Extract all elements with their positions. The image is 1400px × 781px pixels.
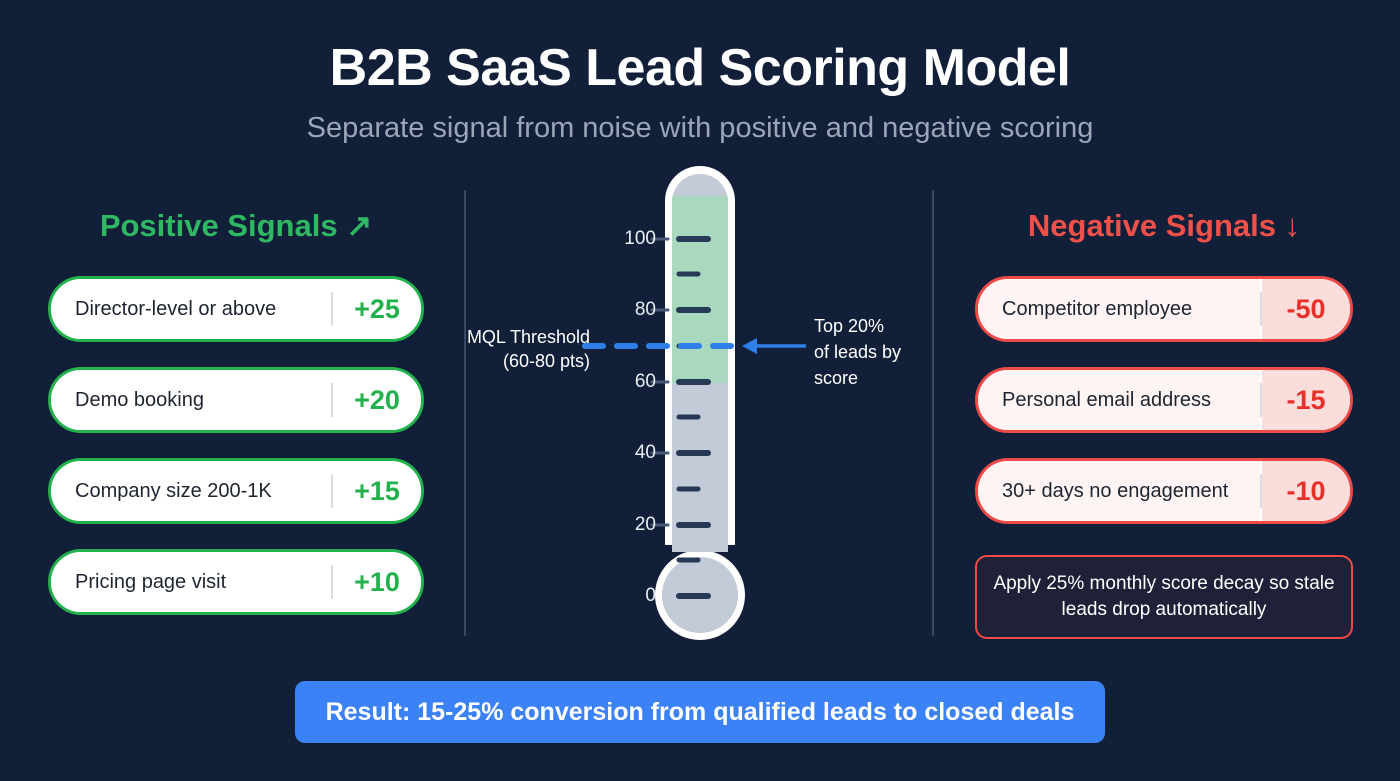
scale-label-40: 40 [634, 442, 656, 463]
pill-divider [1260, 383, 1262, 417]
negative-signal-row[interactable]: Personal email address -15 [975, 367, 1353, 433]
positive-signal-row[interactable]: Company size 200-1K +15 [48, 458, 424, 524]
negative-column-heading: Negative Signals ↓ [975, 208, 1353, 244]
top-20-line2: of leads by [814, 342, 902, 362]
signal-label: Company size 200-1K [51, 461, 331, 521]
signal-score: -15 [1262, 370, 1350, 430]
top-20-annotation: Top 20% of leads by score [814, 313, 944, 391]
pill-divider [331, 474, 333, 508]
positive-heading-label: Positive Signals [99, 208, 338, 243]
signal-score: -10 [1262, 461, 1350, 521]
signal-label: Demo booking [51, 370, 331, 430]
pill-divider [1260, 292, 1262, 326]
negative-signal-row[interactable]: Competitor employee -50 [975, 276, 1353, 342]
signal-score: -50 [1262, 279, 1350, 339]
mql-threshold-label: MQL Threshold (60-80 pts) [425, 325, 590, 373]
arrow-up-right-icon: ↗ [346, 208, 373, 243]
mql-threshold-line2: (60-80 pts) [502, 351, 590, 371]
scale-label-20: 20 [634, 514, 656, 535]
divider-left [464, 190, 466, 636]
top-20-line1: Top 20% [814, 316, 885, 336]
result-banner: Result: 15-25% conversion from qualified… [295, 681, 1105, 743]
pill-divider [331, 565, 333, 599]
thermometer-major-ticks [676, 236, 711, 599]
positive-signal-row[interactable]: Pricing page visit +10 [48, 549, 424, 615]
signal-score: +15 [333, 461, 421, 521]
page-title: B2B SaaS Lead Scoring Model [329, 39, 1071, 97]
signal-label: Director-level or above [51, 279, 331, 339]
pill-divider [331, 292, 333, 326]
top-20-line3: score [814, 368, 859, 388]
signal-score: +25 [333, 279, 421, 339]
signal-label: Competitor employee [978, 279, 1260, 339]
page-subtitle: Separate signal from noise with positive… [306, 112, 1094, 144]
score-decay-note: Apply 25% monthly score decay so stale l… [975, 555, 1353, 639]
result-banner-text: Result: 15-25% conversion from qualified… [325, 697, 1075, 726]
signal-score: +20 [333, 370, 421, 430]
negative-signal-row[interactable]: 30+ days no engagement -10 [975, 458, 1353, 524]
score-decay-note-text: Apply 25% monthly score decay so stale l… [993, 573, 1335, 620]
scale-label-0: 0 [645, 585, 656, 606]
scale-label-60: 60 [634, 371, 656, 392]
pill-divider [331, 383, 333, 417]
positive-column-heading: Positive Signals ↗ [48, 208, 424, 244]
negative-heading-label: Negative Signals [1027, 208, 1276, 243]
pill-divider [1260, 474, 1262, 508]
scale-label-80: 80 [634, 299, 656, 320]
top-20-arrow-icon [742, 338, 806, 354]
signal-label: 30+ days no engagement [978, 461, 1260, 521]
thermometer-fill [672, 196, 728, 383]
thermometer-label-connectors [650, 237, 670, 527]
positive-signal-row[interactable]: Demo booking +20 [48, 367, 424, 433]
signal-label: Personal email address [978, 370, 1260, 430]
signal-label: Pricing page visit [51, 552, 331, 612]
divider-right [932, 190, 934, 636]
scale-label-100: 100 [624, 228, 656, 249]
positive-signal-row[interactable]: Director-level or above +25 [48, 276, 424, 342]
signal-score: +10 [333, 552, 421, 612]
mql-threshold-line1: MQL Threshold [466, 327, 590, 347]
arrow-down-icon: ↓ [1284, 208, 1301, 243]
